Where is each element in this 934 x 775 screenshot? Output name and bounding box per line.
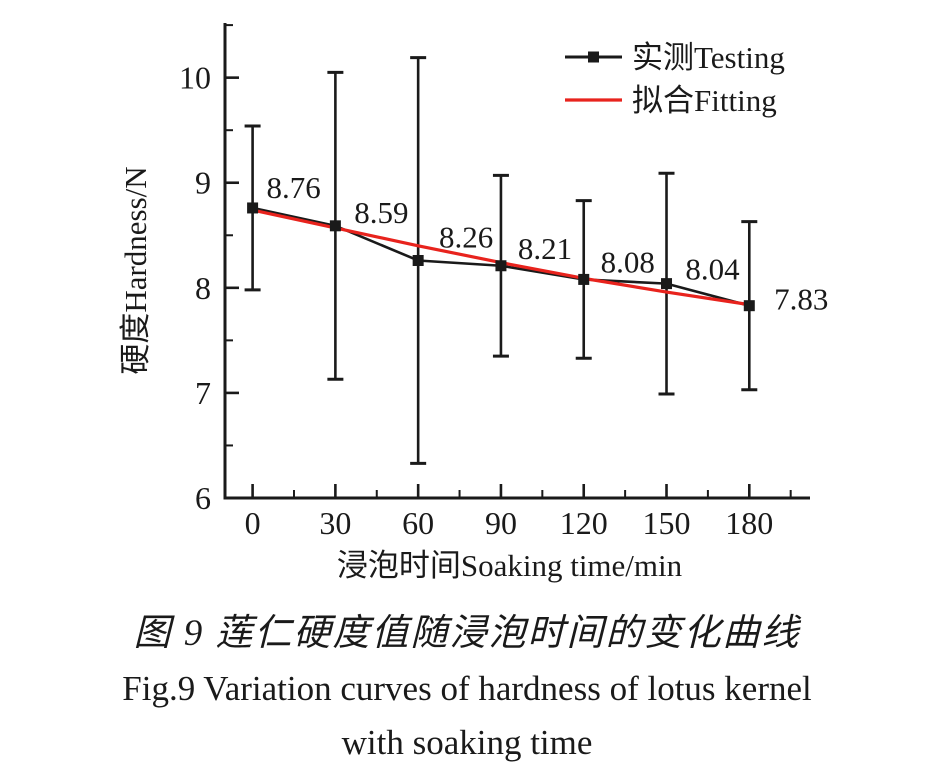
hardness-soaking-chart: 6 7 8 9 10 0 30 60 90 120 150 180 浸泡时间Soaking time/m… — [118, 23, 828, 583]
x-axis-title: 浸泡时间Soaking time/min — [337, 548, 683, 583]
data-point-marker — [412, 255, 424, 266]
data-point-label: 8.21 — [518, 231, 572, 266]
data-point-label: 8.08 — [601, 244, 655, 279]
data-point-marker — [495, 260, 507, 272]
data-point-marker — [247, 202, 259, 214]
y-tick-label: 10 — [179, 60, 211, 96]
x-tick-label: 60 — [402, 505, 434, 541]
legend-fitting-label: 拟合Fitting — [632, 83, 777, 118]
data-point-label: 8.04 — [685, 252, 740, 287]
y-tick-label: 6 — [195, 480, 211, 516]
x-tick-label: 0 — [245, 505, 261, 541]
figure-caption-chinese: 图 9 莲仁硬度值随浸泡时间的变化曲线 — [133, 613, 801, 654]
data-point-marker — [743, 300, 755, 312]
y-tick-label: 9 — [195, 165, 211, 201]
x-tick-label: 150 — [643, 505, 691, 541]
x-tick-label: 90 — [485, 505, 517, 541]
data-point-label: 8.59 — [354, 195, 408, 230]
y-axis-title: 硬度Hardness/N — [118, 166, 153, 374]
legend-testing-label: 实测Testing — [632, 40, 785, 75]
data-point-marker — [578, 273, 590, 285]
figure-caption-english-line2: with soaking time — [341, 723, 593, 762]
data-point-label: 8.76 — [266, 170, 320, 205]
figure-caption-block: 图 9 莲仁硬度值随浸泡时间的变化曲线 Fig.9 Variation curv… — [0, 606, 934, 770]
x-tick-label: 30 — [319, 505, 351, 541]
legend-testing-marker — [588, 51, 599, 63]
x-tick-label: 180 — [725, 505, 773, 541]
data-point-label: 8.26 — [439, 220, 493, 255]
y-tick-label: 7 — [195, 375, 211, 411]
data-point-label: 7.83 — [774, 282, 828, 317]
data-point-marker — [661, 278, 673, 290]
figure-caption-english-line1: Fig.9 Variation curves of hardness of lo… — [122, 669, 812, 708]
x-tick-label: 120 — [560, 505, 608, 541]
y-tick-label: 8 — [195, 270, 211, 306]
data-point-marker — [329, 220, 341, 232]
